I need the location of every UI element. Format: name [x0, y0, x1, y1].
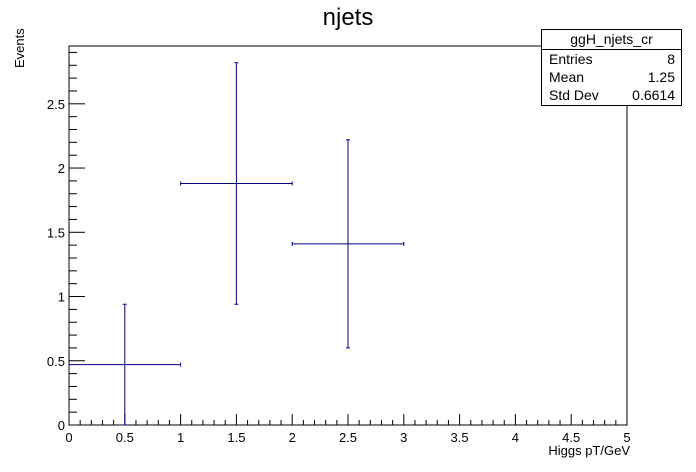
- stats-value: 0.6614: [632, 87, 675, 103]
- y-axis: 0 0.5 1 1.5 2 2.5: [47, 51, 85, 433]
- data-point: [68, 303, 182, 426]
- y-tick-label: 2.5: [47, 97, 65, 112]
- stats-value: 1.25: [647, 69, 675, 85]
- x-axis-label: Higgs pT/GeV: [548, 443, 630, 458]
- y-tick-label: 0.5: [47, 354, 65, 369]
- x-tick-label: 5: [623, 430, 630, 445]
- x-tick-label: 0.5: [116, 430, 134, 445]
- x-tick-label: 3.5: [451, 430, 469, 445]
- data-point: [180, 62, 293, 305]
- chart-title: njets: [322, 4, 374, 31]
- y-tick-label: 1.5: [47, 225, 65, 240]
- data-point: [291, 139, 405, 349]
- x-tick-label: 1.5: [227, 430, 245, 445]
- x-tick-label: 2.5: [339, 430, 357, 445]
- x-tick-label: 1: [177, 430, 184, 445]
- y-tick-label: 1: [58, 290, 65, 305]
- x-tick-label: 4.5: [562, 430, 580, 445]
- stats-label: Entries: [549, 51, 593, 67]
- x-tick-label: 0: [65, 430, 72, 445]
- x-tick-label: 3: [400, 430, 407, 445]
- stats-row-entries: Entries 8: [542, 50, 681, 68]
- stats-box-name: ggH_njets_cr: [542, 30, 681, 50]
- y-tick-label: 2: [58, 161, 65, 176]
- y-tick-label: 0: [58, 418, 65, 433]
- x-tick-label: 4: [512, 430, 519, 445]
- stats-row-mean: Mean 1.25: [542, 68, 681, 86]
- x-axis: 0 0.5 1 1.5 2 2.5 3 3.5 4 4.5 5: [65, 414, 631, 445]
- stats-row-std-dev: Std Dev 0.6614: [542, 86, 681, 104]
- stats-value: 8: [667, 51, 675, 67]
- stats-box: ggH_njets_cr Entries 8 Mean 1.25 Std Dev…: [541, 29, 682, 106]
- x-tick-label: 2: [289, 430, 296, 445]
- stats-label: Mean: [549, 69, 585, 85]
- stats-label: Std Dev: [549, 87, 599, 103]
- data-series: [68, 62, 405, 426]
- y-axis-label: Events: [12, 28, 27, 68]
